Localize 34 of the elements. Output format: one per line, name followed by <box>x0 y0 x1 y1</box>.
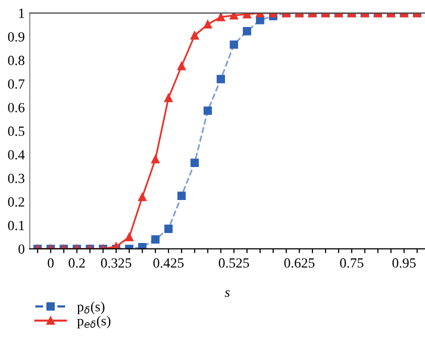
x-tick-label: 0 <box>48 258 54 268</box>
y-tick-label: 0.5 <box>8 126 24 136</box>
x-tick-label: 0.95 <box>392 258 416 268</box>
point <box>230 13 238 20</box>
y-tick-label: 0.8 <box>8 56 24 66</box>
point <box>177 192 186 200</box>
point <box>125 232 134 242</box>
legend-label: p$_{δ}$(s) <box>77 302 104 314</box>
y-tick-label: 0.3 <box>8 174 24 184</box>
x-tick-label: 0.525 <box>218 258 249 268</box>
x-tick-label: 0.425 <box>153 258 184 268</box>
y-tick-label: 1 <box>19 8 24 18</box>
legend-label: p$_{eδ}$(s) <box>77 316 110 328</box>
y-tick-label: 0.4 <box>8 150 25 160</box>
point <box>190 158 199 167</box>
y-tick-label: 0.1 <box>8 220 24 230</box>
point <box>164 94 173 102</box>
x-tick-label: 0.2 <box>68 258 85 268</box>
point <box>151 155 160 164</box>
point <box>177 62 186 70</box>
x-tick-label: 0.325 <box>101 258 132 268</box>
y-tick-label: 0.9 <box>8 32 24 42</box>
x-tick-label: 0.75 <box>340 258 364 268</box>
y-tick-label: 0.6 <box>8 102 24 112</box>
point <box>138 192 146 202</box>
y-tick-label: 0.7 <box>8 79 24 89</box>
x-axis-title: s <box>224 290 230 297</box>
point <box>164 224 173 233</box>
point <box>138 243 146 249</box>
point <box>216 74 225 84</box>
x-tick-label: 0.625 <box>284 258 314 268</box>
y-tick-label: 0 <box>18 244 24 254</box>
y-tick-label: 0.2 <box>8 197 24 207</box>
point <box>204 106 212 115</box>
